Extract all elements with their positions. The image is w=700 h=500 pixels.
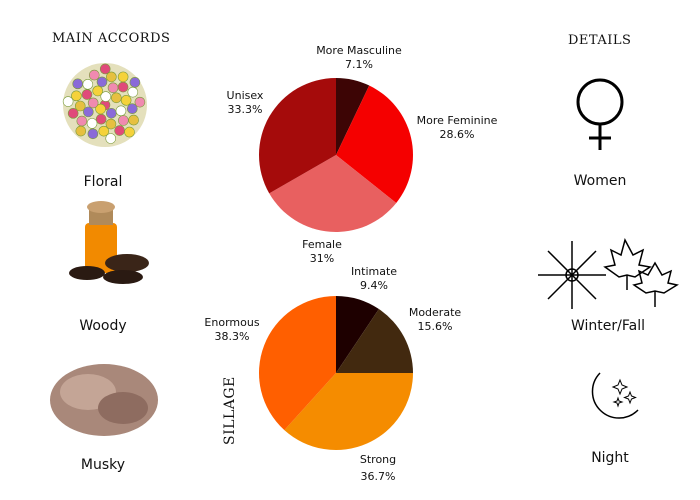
pie2-label-strong: Strong 36.7%: [359, 453, 397, 483]
accord-musky-label: Musky: [80, 457, 126, 473]
flower-blossom: [87, 97, 99, 109]
pie2-slice-enormous: [259, 296, 336, 431]
pie1-slice-female: [269, 155, 397, 232]
flower-blossom: [75, 125, 87, 137]
flower-blossom: [72, 78, 84, 90]
pie1-label-female: Female 31%: [302, 238, 342, 265]
accord-woody-label: Woody: [79, 318, 127, 334]
flower-blossom: [74, 100, 86, 112]
flower-blossom: [126, 103, 138, 114]
flower-blossom: [86, 118, 98, 129]
flower-blossom: [98, 125, 110, 137]
moon-stars-icon: [591, 372, 639, 419]
pie1-label-more-feminine: More Feminine 28.6%: [416, 114, 498, 141]
flower-blossom: [62, 96, 74, 107]
pie1-label-more-masculine: More Masculine 7.1%: [316, 44, 402, 71]
flower-blossom: [105, 118, 117, 130]
flower-blossom: [124, 126, 135, 138]
flower-blossom: [128, 114, 139, 126]
flower-blossom: [106, 71, 117, 83]
pie2-slice-strong: [284, 373, 413, 451]
flower-blossom: [67, 108, 79, 119]
venus-symbol-icon: [576, 78, 624, 150]
tonka-beans-bottle-icon: [69, 201, 149, 284]
pie1-slice-more-feminine: [336, 85, 413, 203]
flower-blossom: [129, 77, 141, 88]
detail-season-label: Winter/Fall: [571, 318, 645, 334]
accord-floral-label: Floral: [83, 174, 123, 190]
pie2-slice-moderate: [336, 309, 413, 373]
details-title: DETAILS: [568, 33, 632, 48]
pie1-slice-unisex: [259, 78, 336, 194]
flower-blossom: [88, 69, 100, 81]
pie2-label-enormous: Enormous 38.3%: [204, 316, 260, 343]
flower-blossom: [92, 85, 103, 97]
sillage-title: SILLAGE: [222, 376, 238, 445]
flower-blossom: [105, 133, 117, 144]
flower-blossom: [120, 95, 132, 106]
main-accords-title: MAIN ACCORDS: [52, 31, 171, 46]
detail-women-label: Women: [573, 173, 627, 189]
flower-bouquet-icon: [62, 63, 147, 147]
flower-blossom: [95, 113, 107, 125]
flower-blossom: [117, 71, 129, 83]
flower-blossom: [71, 90, 82, 102]
pie1-slice-more-masculine: [336, 78, 370, 155]
flower-blossom: [134, 96, 146, 108]
flower-blossom: [99, 63, 111, 75]
flower-blossom: [87, 128, 99, 140]
flower-blossom: [83, 106, 94, 118]
pie2-slice-intimate: [336, 296, 379, 373]
detail-time-label: Night: [591, 450, 629, 466]
snowflake-maple-leaves-icon: [538, 237, 679, 309]
flower-blossom: [100, 91, 112, 102]
flower-blossom: [111, 92, 122, 104]
pie2-label-intimate: Intimate 9.4%: [350, 265, 398, 292]
pie1-label-unisex: Unisex 33.3%: [226, 89, 264, 116]
musk-fiber-icon: [50, 364, 158, 436]
flower-blossom: [96, 76, 108, 88]
pie2-label-moderate: Moderate 15.6%: [408, 306, 462, 333]
